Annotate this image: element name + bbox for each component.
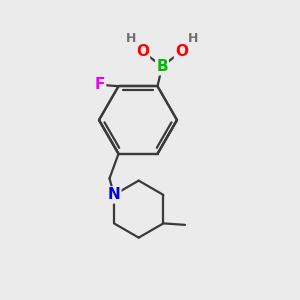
Text: H: H [126, 32, 136, 45]
Text: N: N [108, 188, 120, 202]
Text: O: O [136, 44, 149, 59]
Text: H: H [188, 32, 198, 45]
Text: B: B [156, 59, 168, 74]
Text: O: O [175, 44, 188, 59]
Text: F: F [95, 77, 105, 92]
